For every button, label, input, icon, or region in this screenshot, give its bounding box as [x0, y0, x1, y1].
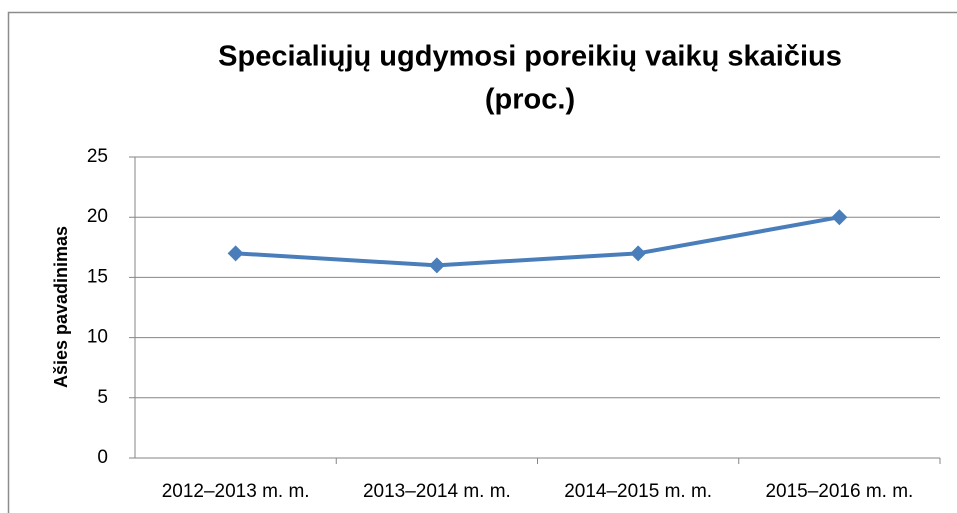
y-axis-label: Ašies pavadinimas [51, 226, 71, 388]
line-series [235, 215, 840, 268]
chart-title: (proc.) [485, 84, 575, 116]
y-tick-label: 0 [97, 447, 108, 468]
x-tick-label: 2013–2014 m. m. [363, 481, 511, 502]
y-tick-label: 25 [87, 146, 108, 167]
data-point [428, 257, 445, 274]
x-tick-label: 2014–2015 m. m. [564, 481, 712, 502]
data-point [630, 245, 647, 262]
chart-title: Specialiųjų ugdymosi poreikių vaikų skai… [218, 41, 842, 73]
y-tick-label: 5 [97, 387, 108, 408]
x-tick-label: 2012–2013 m. m. [162, 481, 310, 502]
data-point [831, 209, 848, 226]
y-tick-label: 15 [87, 266, 108, 287]
x-tick-label: 2015–2016 m. m. [765, 481, 913, 502]
data-point [227, 245, 244, 262]
y-tick-label: 10 [87, 327, 108, 348]
y-tick-label: 20 [87, 206, 108, 227]
